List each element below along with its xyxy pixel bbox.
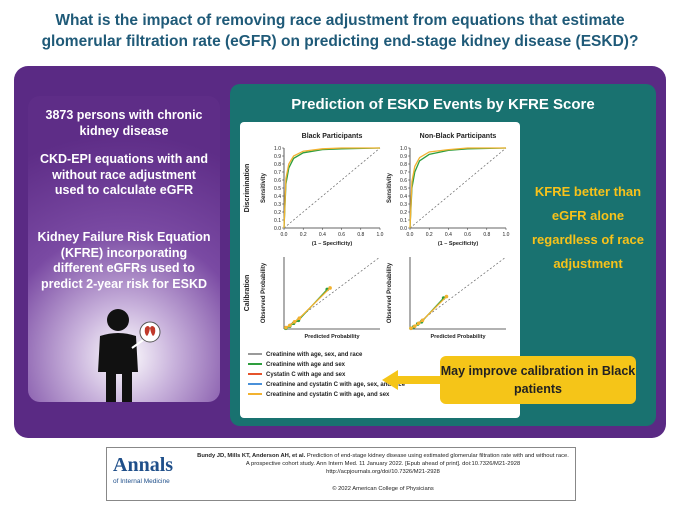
y-tick-label: 0.7: [274, 170, 281, 176]
point: [287, 323, 292, 328]
curve: [283, 147, 380, 229]
conclusion: KFRE better than eGFR alone regardless o…: [531, 184, 644, 271]
point: [420, 318, 425, 323]
y-tick-label: 0.9: [274, 154, 281, 160]
arrow: [382, 370, 442, 390]
reference-line: [283, 147, 381, 229]
x-tick-label: 0.4: [445, 232, 452, 238]
logo: Annals: [113, 454, 174, 476]
row-label: Discrimination: [244, 164, 251, 213]
column-title: Black Participants: [302, 133, 363, 140]
callout: May improve calibration in Black patient…: [440, 356, 636, 404]
column-title: Non-Black Participants: [420, 133, 497, 140]
point: [409, 326, 413, 331]
x-tick-label: 1.0: [503, 232, 510, 238]
y-tick-label: 1.0: [400, 146, 407, 152]
x-axis-label: Predicted Probability: [430, 334, 486, 340]
x-tick-label: 0.8: [357, 232, 364, 238]
curve: [283, 147, 381, 229]
point: [444, 294, 449, 299]
x-tick-label: 0.4: [319, 232, 326, 238]
copyright: © 2022 American College of Physicians: [332, 486, 434, 492]
y-tick-label: 0.8: [400, 162, 407, 168]
reference: Bundy JD, Mills KT, Anderson AH, et al. …: [197, 452, 569, 476]
x-tick-label: 0.6: [338, 232, 345, 238]
legend-label: Creatinine with age, sex, and race: [266, 352, 363, 358]
y-tick-label: 0.0: [400, 226, 407, 232]
point: [284, 325, 288, 330]
point: [328, 286, 332, 290]
charts: Black Participants Non-Black Participants…: [244, 133, 510, 398]
logo-sub: of Internal Medicine: [113, 478, 170, 485]
item: 3873 persons with chronic kidney disease: [45, 108, 203, 138]
title: What is the impact of removing race adju…: [41, 12, 639, 50]
curve: [409, 147, 506, 229]
y-tick-label: 0.9: [400, 154, 407, 160]
x-tick-label: 0.0: [407, 232, 414, 238]
x-tick-label: 0.8: [483, 232, 490, 238]
y-tick-label: 0.6: [274, 178, 281, 184]
y-tick-label: 0.3: [274, 202, 281, 208]
item: CKD-EPI equations with and without race …: [39, 152, 209, 197]
y-tick-label: 0.4: [274, 194, 281, 200]
citation: Annals of Internal Medicine Bundy JD, Mi…: [106, 447, 576, 501]
person-icon: [98, 309, 161, 402]
curve: [409, 147, 507, 229]
x-tick-label: 0.6: [464, 232, 471, 238]
x-tick-label: 0.2: [300, 232, 307, 238]
y-axis-label: Sensitivity: [387, 172, 393, 203]
item: Kidney Failure Risk Equation (KFRE) inco…: [37, 230, 211, 291]
left-panel: 3873 persons with chronic kidney disease…: [28, 96, 220, 402]
y-tick-label: 0.1: [274, 218, 281, 224]
y-axis-label: Observed Probability: [261, 262, 267, 323]
y-tick-label: 0.5: [400, 186, 407, 192]
y-tick-label: 0.0: [274, 226, 281, 232]
x-tick-label: 0.2: [426, 232, 433, 238]
main-title: Prediction of ESKD Events by KFRE Score: [291, 96, 595, 113]
x-tick-label: 1.0: [377, 232, 384, 238]
point: [416, 321, 421, 326]
legend-label: Creatinine and cystatin C with age, sex,…: [266, 382, 406, 388]
legend-label: Creatinine with age and sex: [266, 362, 346, 368]
y-tick-label: 0.7: [400, 170, 407, 176]
y-tick-label: 0.4: [400, 194, 407, 200]
y-axis-label: Sensitivity: [261, 172, 267, 203]
x-axis-label: (1 – Specificity): [312, 241, 353, 247]
row-label: Calibration: [244, 275, 251, 312]
callout-text: May improve calibration in Black patient…: [440, 364, 636, 396]
y-tick-label: 0.3: [400, 202, 407, 208]
x-tick-label: 0.0: [281, 232, 288, 238]
url: http://acpjournals.org/doi/10.7326/M21-2…: [326, 469, 440, 475]
curve: [285, 287, 331, 329]
y-tick-label: 0.5: [274, 186, 281, 192]
y-axis-label: Observed Probability: [387, 262, 393, 323]
legend-label: Creatinine and cystatin C with age, and …: [266, 392, 390, 398]
y-tick-label: 0.8: [274, 162, 281, 168]
reference-line: [409, 147, 507, 229]
curve: [410, 297, 445, 329]
reference-text: Prediction of end-stage kidney disease u…: [245, 453, 569, 467]
point: [292, 320, 297, 324]
legend-label: Cystatin C with age and sex: [266, 372, 346, 378]
authors: Bundy JD, Mills KT, Anderson AH, et al.: [197, 453, 306, 459]
y-tick-label: 1.0: [274, 146, 281, 152]
point: [413, 324, 417, 328]
y-tick-label: 0.6: [400, 178, 407, 184]
x-axis-label: (1 – Specificity): [438, 241, 479, 247]
x-axis-label: Predicted Probability: [304, 334, 360, 340]
y-tick-label: 0.2: [400, 210, 407, 216]
y-tick-label: 0.1: [400, 218, 407, 224]
y-tick-label: 0.2: [274, 210, 281, 216]
point: [297, 316, 302, 320]
